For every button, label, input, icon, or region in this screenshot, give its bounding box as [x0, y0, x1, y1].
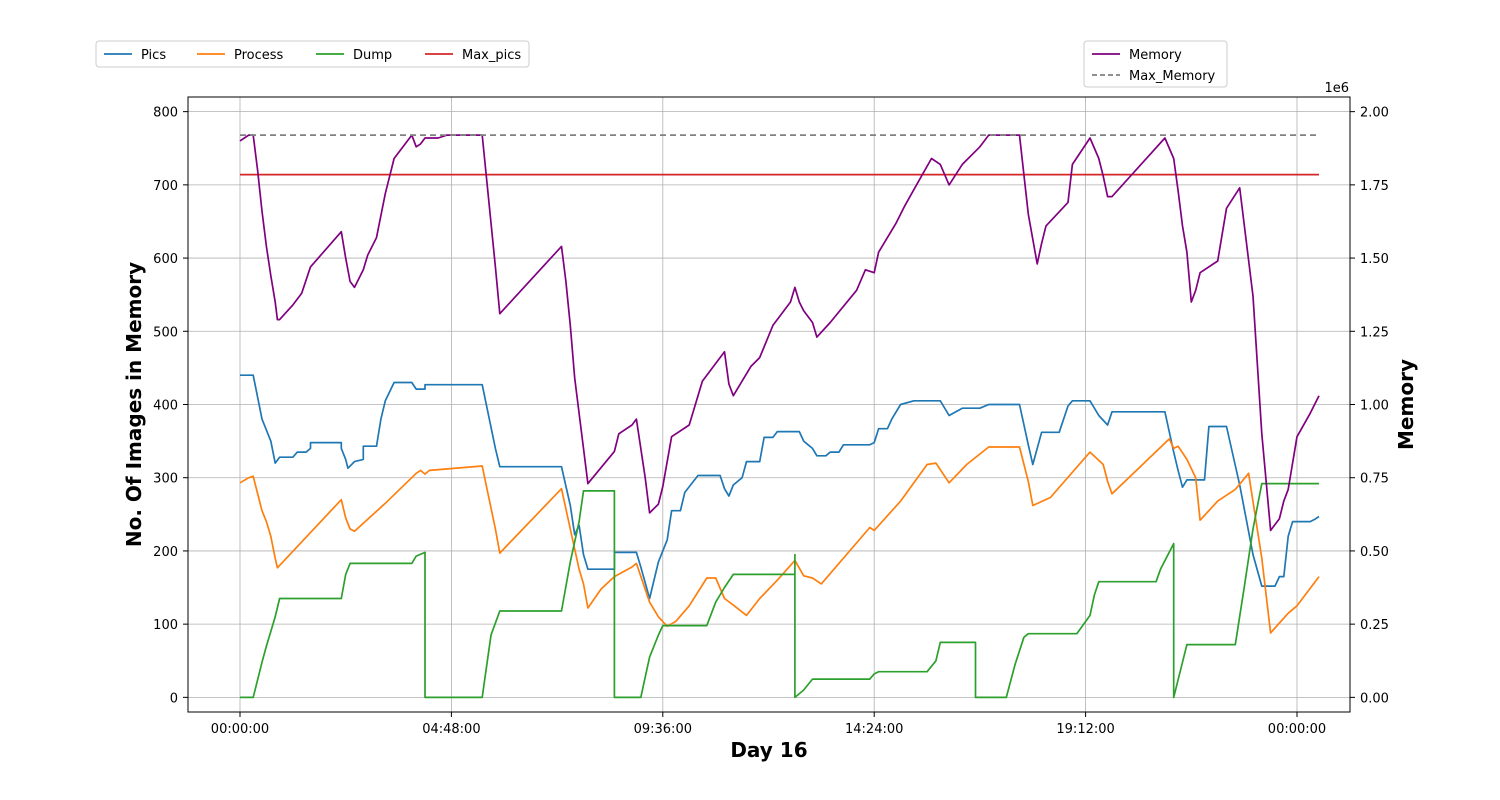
left-tick-label: 400: [153, 399, 178, 414]
right-tick-label: 0.75: [1360, 472, 1389, 487]
legend-box: [95, 40, 530, 68]
legend-label-dump: Dump: [353, 48, 392, 63]
grid: [188, 97, 1350, 712]
legend-left: Pics Process Dump Max_pics: [95, 40, 530, 68]
series-line-process: [239, 438, 1320, 634]
x-tick-label: 14:24:00: [845, 722, 903, 737]
legend-label-max-pics: Max_pics: [462, 48, 521, 63]
left-tick-label: 0: [170, 691, 178, 706]
x-tick-label: 04:48:00: [422, 722, 480, 737]
x-axis: 00:00:00 04:48:00 09:36:00 14:24:00 19:12:00…: [211, 712, 1326, 737]
right-y-axis: 0.00 0.25 0.50 0.75 1.00 1.25 1.50 1.75 2.00: [1350, 106, 1389, 706]
series-lines: [239, 134, 1320, 699]
legend-right: Memory Max_Memory: [1083, 40, 1228, 88]
left-tick-label: 800: [153, 106, 178, 121]
x-tick-label: 19:12:00: [1056, 722, 1114, 737]
x-tick-label: 09:36:00: [634, 722, 692, 737]
legend-label-pics: Pics: [141, 48, 166, 63]
right-tick-label: 1.75: [1360, 179, 1389, 194]
left-tick-label: 600: [153, 252, 178, 267]
x-tick-label: 00:00:00: [1268, 722, 1326, 737]
right-tick-label: 2.00: [1360, 106, 1389, 121]
right-tick-label: 1.25: [1360, 325, 1389, 340]
left-tick-label: 500: [153, 325, 178, 340]
left-y-axis-title: No. Of Images in Memory: [122, 262, 146, 547]
left-tick-label: 100: [153, 618, 178, 633]
left-y-axis: 0 100 200 300 400 500 600 700 800: [153, 106, 188, 706]
right-axis-multiplier: 1e6: [1324, 81, 1349, 96]
series-line-dump: [240, 482, 1319, 699]
left-tick-label: 300: [153, 472, 178, 487]
legend-label-memory: Memory: [1129, 48, 1182, 63]
legend-label-max-memory: Max_Memory: [1129, 69, 1216, 84]
right-tick-label: 1.00: [1360, 399, 1389, 414]
right-tick-label: 0.00: [1360, 691, 1389, 706]
series-line-pics: [240, 374, 1320, 600]
x-axis-title: Day 16: [730, 738, 807, 762]
x-tick-label: 00:00:00: [211, 722, 269, 737]
left-tick-label: 700: [153, 179, 178, 194]
right-tick-label: 0.25: [1360, 618, 1389, 633]
right-tick-label: 1.50: [1360, 252, 1389, 267]
series-line-memory: [239, 134, 1320, 532]
right-y-axis-title: Memory: [1394, 359, 1418, 450]
right-tick-label: 0.50: [1360, 545, 1389, 560]
left-tick-label: 200: [153, 545, 178, 560]
legend-label-process: Process: [234, 48, 284, 63]
